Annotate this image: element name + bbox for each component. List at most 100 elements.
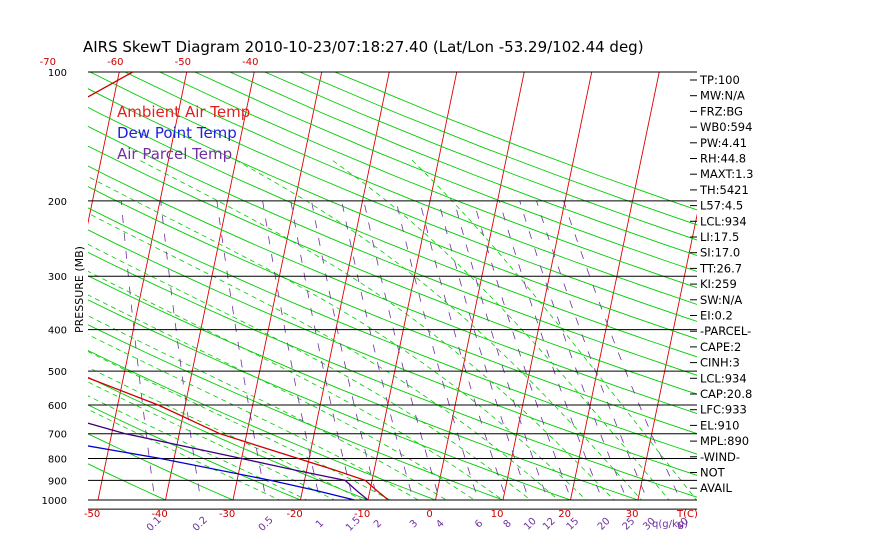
mixing-ratio-tick-label: 1 [314,518,326,530]
stat-item: MPL:890 [700,434,749,448]
mixing-ratio-line [419,200,507,500]
mixing-ratio-tick-label: 0.2 [191,515,210,534]
mixing-ratio-line [498,200,603,500]
bottom-temp-tick-label: 10 [491,509,504,520]
mixing-ratio-line [438,200,530,500]
moist-adiabat-line [88,243,532,500]
mixing-ratio-tick-label: 2 [372,518,384,530]
mixing-ratio-tick-label: 3 [408,518,420,530]
isotherm-line [637,213,697,500]
bottom-temp-tick-label: -30 [219,509,235,520]
temp-unit-label: T(C) [676,509,698,520]
dry-adiabat-line [88,88,697,340]
bottom-temp-ticks: -50 -40 -30 -20 -10 0 10 20 30 [84,509,639,520]
dry-adiabat-line [88,350,437,500]
mixing-ratio-unit-label: q(g/kg) [652,519,688,530]
isotherm-line [300,72,390,500]
mixing-ratio-line [363,200,441,500]
mixing-ratio-tick-label: 4 [434,518,446,530]
stat-item: NOT [700,466,726,480]
bottom-temp-tick-label: -10 [354,509,370,520]
stat-item: AVAIL [700,481,733,495]
legend-entry: Air Parcel Temp [117,145,232,163]
dry-adiabat-line [88,165,697,415]
dry-adiabat-line [88,125,697,376]
stat-item: MAXT:1.3 [700,167,753,181]
dry-adiabat-line [88,229,697,476]
stat-item: WB0:594 [700,120,752,134]
stat-item: CAP:20.8 [700,387,752,401]
isotherm-line [88,72,120,225]
moist-adiabat-line [88,351,391,500]
dry-adiabat-line [299,72,697,226]
dry-adiabat-line [88,299,572,500]
mixing-ratio-line [519,200,628,500]
dry-adiabat-line [88,463,167,500]
isotherm-line [502,72,593,500]
isotherm-line [232,72,323,500]
dry-adiabat-line [88,251,697,498]
bottom-temp-tick-label: 0 [426,509,432,520]
ambient-temp-line [88,72,389,500]
pressure-tick-label: 600 [48,401,67,412]
pressure-tick-label: 900 [48,476,67,487]
stat-item: -PARCEL- [700,324,751,338]
mixing-ratio-tick-label: 10 [522,516,539,533]
pressure-tick-label: 700 [48,430,67,441]
legend-entry: Dew Point Temp [117,124,237,142]
dry-adiabat-line [88,324,505,500]
bottom-temp-tick-label: -20 [286,509,302,520]
isotherm-line [839,63,870,510]
moist-adiabat-line [137,159,615,500]
dry-adiabat-line [89,72,697,322]
stat-item: LFC:933 [700,403,747,417]
mixing-ratio-line [453,200,549,500]
moist-adiabat-line [88,366,364,500]
dry-adiabat-line [124,72,697,305]
bottom-temp-tick-label: 20 [558,509,571,520]
top-temp-ticks: -120-110-100-90-80-70-60-50-40 [40,57,259,68]
moist-adiabat-line [88,212,559,500]
isotherm-line [771,63,864,510]
y-axis-label: PRESSURE (MB) [73,246,86,333]
isobars [88,71,697,510]
pressure-tick-label: 500 [48,367,67,378]
background-lines [0,63,870,510]
mixing-ratio-line [536,200,648,500]
stat-item: CAPE:2 [700,340,741,354]
mixing-ratio-tick-label: 6 [473,518,485,530]
mixing-ratio-line [290,200,354,500]
stat-item: MW:N/A [700,89,745,103]
dry-adiabat-line [194,72,697,272]
mixing-ratio-line [311,200,379,500]
legend-entry: Ambient Air Temp [117,103,250,121]
dry-adiabat-line [88,207,697,455]
isotherm-line [165,72,255,500]
dry-adiabat-line [88,145,697,395]
mixing-ratio-line [160,200,202,500]
stat-item: LCL:934 [700,371,747,385]
top-temp-tick-label: -60 [107,57,123,68]
isotherm-line [97,72,188,500]
isotherm-line [0,63,54,510]
moist-adiabat-line [411,159,697,500]
bottom-temp-tick-label: -40 [151,509,167,520]
stat-item: KI:259 [700,277,737,291]
dry-adiabat-line [159,72,697,289]
profiles [88,72,389,500]
mixing-ratio-line [120,200,156,500]
moist-adiabat-line [234,159,643,500]
moist-adiabat-line [88,395,308,500]
pressure-tick-label: 1000 [42,496,67,507]
moist-adiabat-line [88,270,504,500]
stat-item: LI:17.5 [700,230,739,244]
moist-adiabat-line [88,315,447,500]
dry-adiabat-line [88,376,370,500]
stat-item: TH:5421 [699,183,749,197]
pressure-tick-label: 100 [48,68,67,79]
stat-item: EI:0.2 [700,309,733,323]
stats-panel: TP:100MW:N/AFRZ:BGWB0:594PW:4.41RH:44.8M… [690,73,753,495]
mixing-ratio-line [395,200,479,500]
isotherm-line [367,72,458,500]
